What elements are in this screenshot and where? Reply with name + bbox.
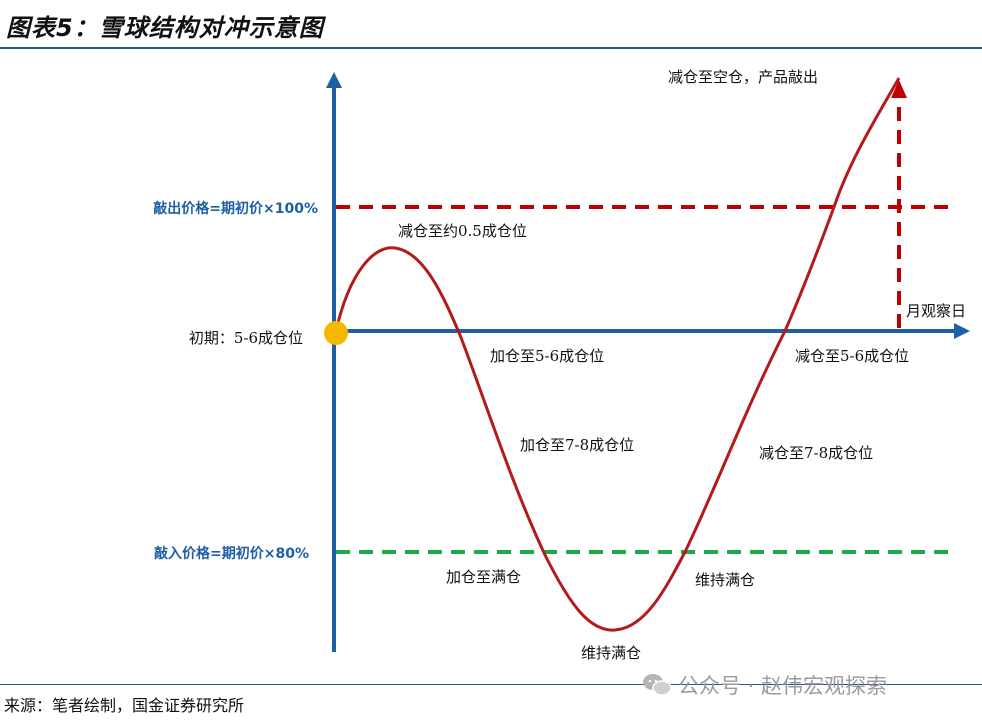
annotation-add-to-5-6: 加仓至5-6成仓位 bbox=[490, 347, 604, 365]
wechat-icon bbox=[643, 674, 672, 696]
price-path-curve bbox=[334, 77, 901, 632]
watermark: 公众号 · 赵伟宏观探索 bbox=[642, 670, 887, 700]
knock-out-label: 敲出价格=期初价×100% bbox=[153, 200, 318, 217]
x-axis-arrow bbox=[954, 323, 970, 339]
annotation-add-to-full: 加仓至满仓 bbox=[446, 568, 521, 586]
annotation-hold-full-bottom: 维持满仓 bbox=[581, 644, 641, 662]
annotation-hold-full-right: 维持满仓 bbox=[695, 571, 755, 589]
annotation-reduce-to-5-6: 减仓至5-6成仓位 bbox=[795, 347, 909, 365]
watermark-text: 公众号 · 赵伟宏观探索 bbox=[678, 674, 888, 698]
start-marker bbox=[324, 321, 348, 345]
knock-in-label: 敲入价格=期初价×80% bbox=[154, 545, 309, 562]
annotation-reduce-to-7-8: 减仓至7-8成仓位 bbox=[759, 444, 873, 462]
observation-arrow-head bbox=[891, 80, 907, 98]
title-divider bbox=[0, 47, 982, 49]
y-axis-arrow bbox=[326, 72, 342, 88]
annotation-add-to-7-8: 加仓至7-8成仓位 bbox=[520, 436, 634, 454]
annotation-reduce-to-half: 减仓至约0.5成仓位 bbox=[398, 222, 527, 240]
figure-title: 图表5：雪球结构对冲示意图 bbox=[6, 14, 324, 42]
source-note: 来源：笔者绘制，国金证券研究所 bbox=[4, 696, 245, 715]
observation-day-label: 月观察日 bbox=[906, 302, 966, 320]
footer-divider bbox=[0, 684, 982, 685]
annotation-reduce-to-empty: 减仓至空仓，产品敲出 bbox=[668, 68, 818, 86]
start-position-label: 初期：5-6成仓位 bbox=[189, 329, 303, 347]
